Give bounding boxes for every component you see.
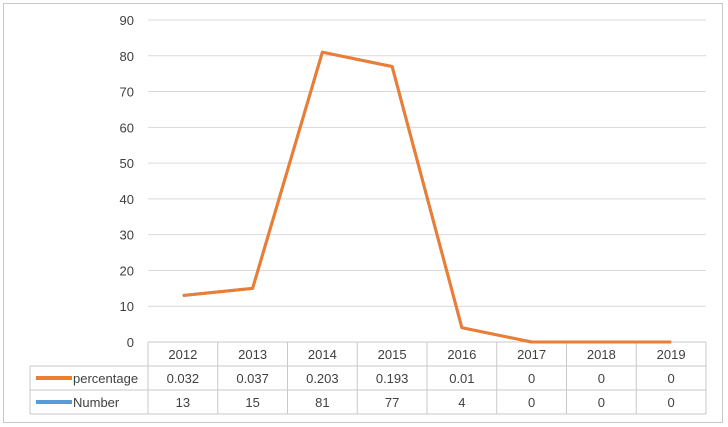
x-tick-label-2016: 2016 <box>447 347 476 362</box>
table-cell-percentage-2015: 0.193 <box>376 371 409 386</box>
legend-label-percentage: percentage <box>73 371 138 386</box>
x-tick-label-2018: 2018 <box>587 347 616 362</box>
y-tick-label-80: 80 <box>120 49 134 64</box>
table-cell-percentage-2016: 0.01 <box>449 371 474 386</box>
table-cell-percentage-2012: 0.032 <box>167 371 200 386</box>
series-lines <box>182 50 672 344</box>
y-tick-label-10: 10 <box>120 299 134 314</box>
legend-label-Number: Number <box>73 395 120 410</box>
table-cell-Number-2015: 77 <box>385 395 399 410</box>
table-cell-percentage-2017: 0 <box>528 371 535 386</box>
y-tick-label-30: 30 <box>120 228 134 243</box>
x-tick-label-2014: 2014 <box>308 347 337 362</box>
table-cell-Number-2013: 15 <box>245 395 259 410</box>
x-tick-label-2015: 2015 <box>378 347 407 362</box>
y-tick-label-70: 70 <box>120 85 134 100</box>
y-tick-label-90: 90 <box>120 13 134 28</box>
y-tick-label-60: 60 <box>120 120 134 135</box>
table-cell-Number-2017: 0 <box>528 395 535 410</box>
table-cell-percentage-2013: 0.037 <box>236 371 269 386</box>
series-line-percentage <box>182 50 672 344</box>
x-tick-label-2013: 2013 <box>238 347 267 362</box>
table-cell-Number-2012: 13 <box>176 395 190 410</box>
gridlines <box>148 19 706 343</box>
table-cell-percentage-2014: 0.203 <box>306 371 339 386</box>
y-tick-label-40: 40 <box>120 192 134 207</box>
chart-frame <box>3 3 723 423</box>
y-tick-label-0: 0 <box>127 335 134 350</box>
table-cell-Number-2019: 0 <box>668 395 675 410</box>
x-tick-label-2017: 2017 <box>517 347 546 362</box>
table-cell-Number-2016: 4 <box>458 395 465 410</box>
x-tick-label-2012: 2012 <box>168 347 197 362</box>
table-cell-percentage-2018: 0 <box>598 371 605 386</box>
y-axis: 0 10 20 30 40 50 60 70 80 90 <box>120 13 134 350</box>
table-cell-Number-2018: 0 <box>598 395 605 410</box>
table-cell-percentage-2019: 0 <box>668 371 675 386</box>
table-cell-Number-2014: 81 <box>315 395 329 410</box>
y-tick-label-50: 50 <box>120 156 134 171</box>
y-tick-label-20: 20 <box>120 263 134 278</box>
data-table: 2012 2013 2014 2015 2016 2017 2018 2019 percenta… <box>29 341 707 415</box>
x-tick-label-2019: 2019 <box>657 347 686 362</box>
